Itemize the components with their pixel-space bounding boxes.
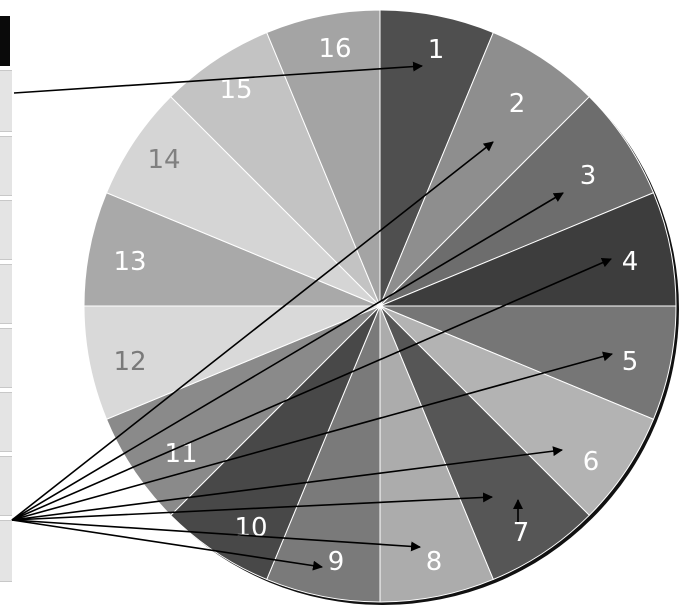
segment-number-label: 3 bbox=[580, 161, 597, 191]
segment-number-label: 6 bbox=[583, 447, 600, 477]
pointer-arrow bbox=[11, 258, 612, 521]
side-box bbox=[0, 70, 12, 132]
side-box bbox=[0, 264, 12, 324]
wheel-segment bbox=[379, 31, 591, 307]
pointer-arrow bbox=[11, 519, 323, 571]
side-box bbox=[0, 520, 12, 582]
wheel-segment bbox=[379, 9, 494, 307]
wheel-segment bbox=[379, 305, 591, 581]
segment-number-label: 16 bbox=[318, 34, 351, 64]
wheel-segment bbox=[379, 192, 677, 307]
wheel-segment bbox=[379, 305, 494, 603]
wheel-segment bbox=[379, 305, 677, 420]
wheel-segment bbox=[105, 95, 381, 307]
side-box bbox=[0, 456, 12, 516]
wheel-segment bbox=[83, 192, 381, 307]
segment-number-label: 13 bbox=[113, 247, 146, 277]
segment-number-label: 11 bbox=[164, 439, 197, 469]
side-box bbox=[0, 136, 12, 196]
segment-number-label: 15 bbox=[219, 75, 252, 105]
segment-number-label: 12 bbox=[113, 347, 146, 377]
wheel-segment bbox=[169, 305, 381, 581]
black-bar bbox=[0, 16, 10, 66]
wheel-segment bbox=[266, 305, 381, 603]
pointer-arrow bbox=[11, 446, 563, 521]
segment-number-label: 9 bbox=[328, 547, 345, 577]
segment-number-label: 14 bbox=[147, 145, 180, 175]
segment-number-label: 7 bbox=[513, 518, 530, 548]
segment-number-label: 1 bbox=[428, 35, 445, 65]
side-box bbox=[0, 392, 12, 452]
wheel-segments bbox=[83, 9, 677, 603]
wheel-segment bbox=[379, 95, 655, 307]
segment-number-label: 2 bbox=[509, 89, 526, 119]
segment-number-label: 5 bbox=[622, 347, 639, 377]
arrows bbox=[11, 61, 613, 571]
wheel-segment bbox=[83, 305, 381, 420]
pointer-arrow bbox=[11, 351, 613, 521]
segment-number-label: 8 bbox=[426, 547, 443, 577]
pointer-arrow bbox=[11, 141, 494, 521]
wheel-segment bbox=[266, 9, 381, 307]
pointer-arrow bbox=[11, 492, 493, 521]
segment-number-label: 10 bbox=[234, 513, 267, 543]
pointer-arrow bbox=[11, 519, 421, 552]
side-box bbox=[0, 200, 12, 260]
wheel-segment bbox=[169, 31, 381, 307]
pointer-arrow bbox=[11, 192, 564, 521]
wheel-segment bbox=[379, 305, 655, 517]
wheel-segment bbox=[105, 305, 381, 517]
pointer-arrow bbox=[13, 61, 423, 94]
side-box bbox=[0, 328, 12, 388]
segment-number-label: 4 bbox=[622, 247, 639, 277]
